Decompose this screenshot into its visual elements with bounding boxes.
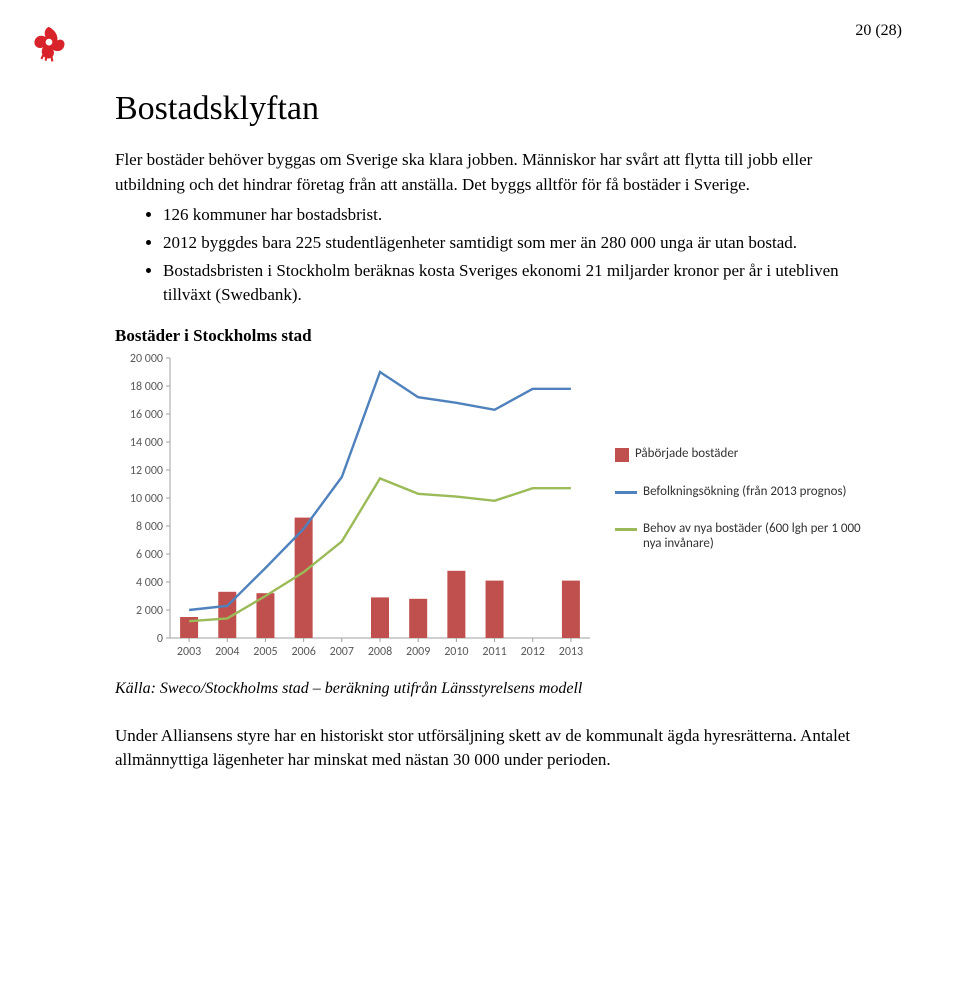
bullet-item: 126 kommuner har bostadsbrist. [163, 203, 860, 228]
legend-item-blue: Befolkningsökning (från 2013 prognos) [615, 484, 865, 499]
bullet-item: 2012 byggdes bara 225 studentlägenheter … [163, 231, 860, 256]
legend-item-bars: Påbörjade bostäder [615, 446, 865, 462]
chart-title: Bostäder i Stockholms stad [115, 326, 860, 346]
svg-text:2008: 2008 [368, 645, 392, 659]
svg-text:2013: 2013 [559, 645, 583, 659]
svg-text:2012: 2012 [521, 645, 545, 659]
svg-text:2 000: 2 000 [136, 604, 163, 618]
svg-text:2004: 2004 [215, 645, 239, 659]
svg-text:16 000: 16 000 [130, 408, 163, 422]
chart-source: Källa: Sweco/Stockholms stad – beräkning… [115, 680, 860, 698]
svg-text:2011: 2011 [482, 645, 506, 659]
svg-text:2005: 2005 [253, 645, 277, 659]
legend-swatch [615, 448, 629, 462]
heading: Bostadsklyftan [115, 90, 860, 128]
legend-label: Behov av nya bostäder (600 lgh per 1 000… [643, 521, 865, 551]
bullet-item: Bostadsbristen i Stockholm beräknas kost… [163, 259, 860, 308]
svg-text:10 000: 10 000 [130, 492, 163, 506]
closing-paragraph: Under Alliansens styre har en historiskt… [115, 724, 860, 773]
svg-text:6 000: 6 000 [136, 548, 163, 562]
svg-text:18 000: 18 000 [130, 380, 163, 394]
svg-text:2003: 2003 [177, 645, 201, 659]
legend-label: Befolkningsökning (från 2013 prognos) [643, 484, 847, 499]
svg-text:2010: 2010 [444, 645, 468, 659]
svg-text:4 000: 4 000 [136, 576, 163, 590]
svg-text:0: 0 [157, 632, 163, 646]
chart-legend: Påbörjade bostäder Befolkningsökning (fr… [615, 446, 865, 573]
document-page: 20 (28) Bostadsklyftan Fler bostäder beh… [0, 0, 960, 1000]
legend-swatch [615, 491, 637, 494]
page-number: 20 (28) [855, 22, 902, 40]
intro-paragraph: Fler bostäder behöver byggas om Sverige … [115, 148, 860, 197]
svg-text:14 000: 14 000 [130, 436, 163, 450]
party-logo [28, 22, 70, 64]
svg-text:20 000: 20 000 [130, 352, 163, 366]
svg-text:12 000: 12 000 [130, 464, 163, 478]
svg-text:8 000: 8 000 [136, 520, 163, 534]
svg-text:2007: 2007 [330, 645, 354, 659]
chart-container: 0 2 000 4 000 6 000 8 000 10 000 12 000 14 000 1… [115, 348, 860, 678]
legend-label: Påbörjade bostäder [635, 446, 738, 461]
legend-swatch [615, 528, 637, 531]
legend-item-green: Behov av nya bostäder (600 lgh per 1 000… [615, 521, 865, 551]
svg-text:2006: 2006 [291, 645, 315, 659]
bullet-list: 126 kommuner har bostadsbrist. 2012 bygg… [115, 203, 860, 308]
svg-text:2009: 2009 [406, 645, 430, 659]
chart-svg: 0 2 000 4 000 6 000 8 000 10 000 12 000 14 000 1… [115, 348, 615, 668]
